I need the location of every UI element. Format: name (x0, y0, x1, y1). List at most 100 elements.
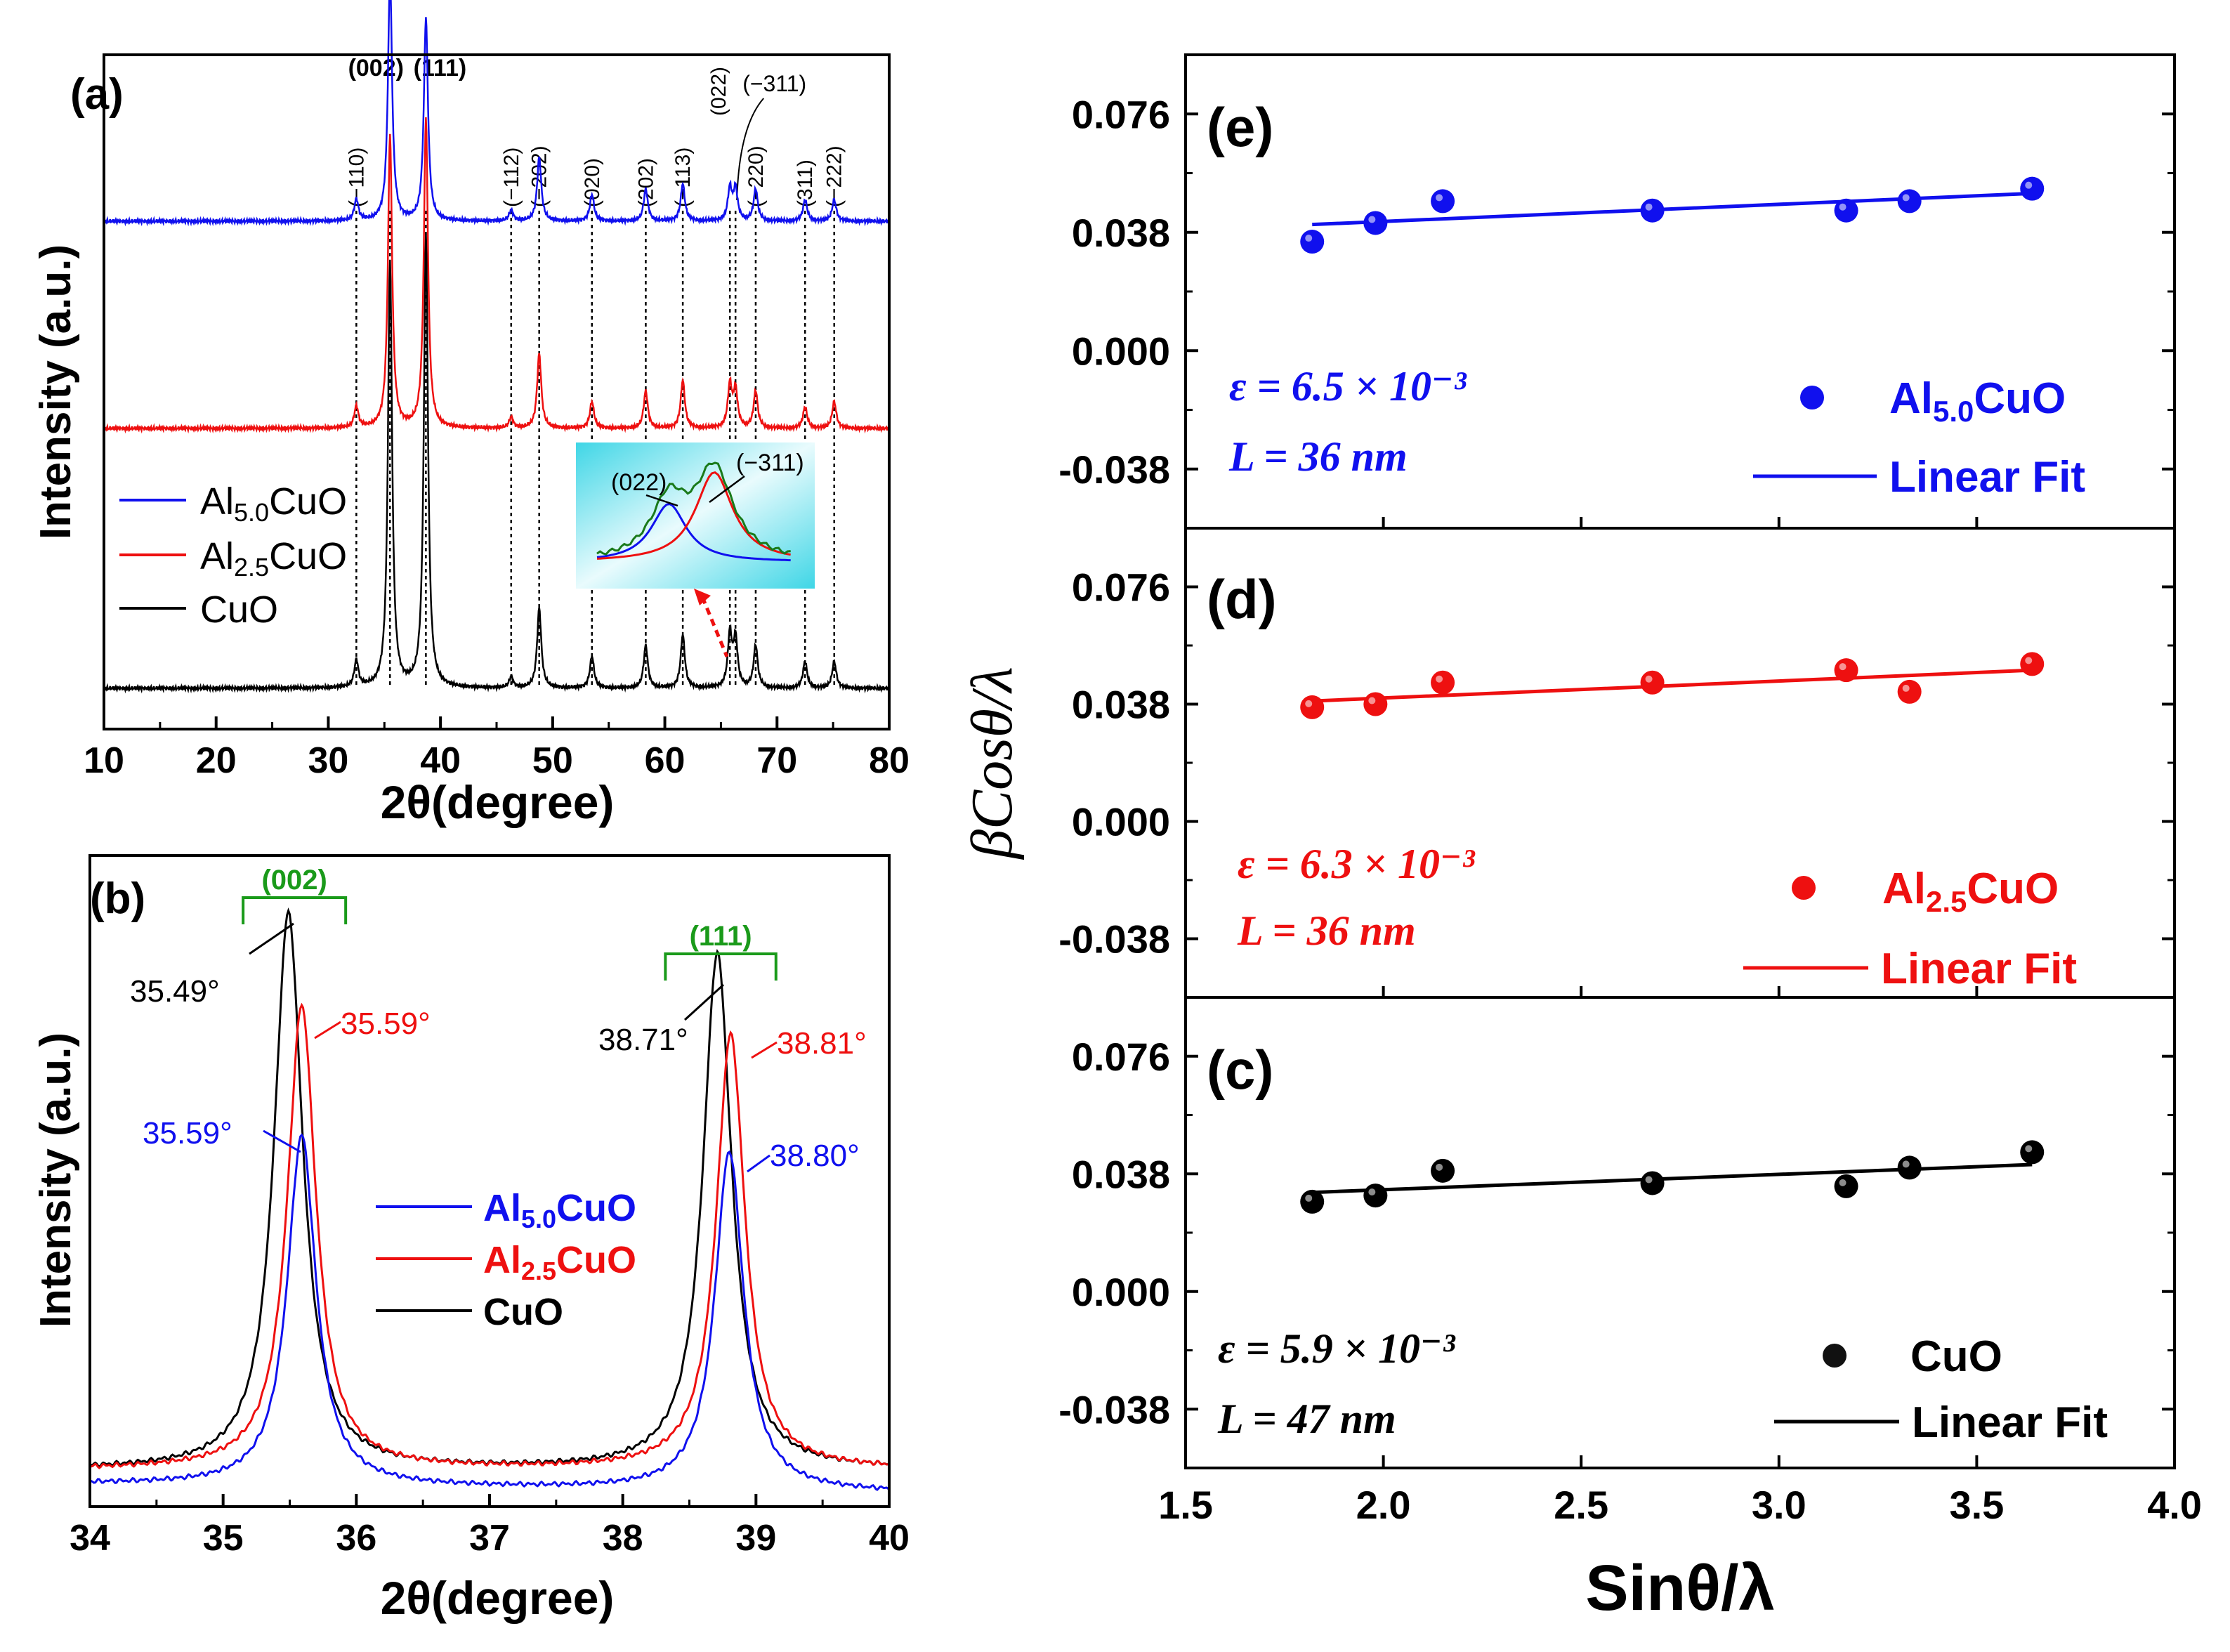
a-x-axis: 10 20 30 40 50 60 70 80 (84, 716, 910, 781)
b-x-axis: 34 35 36 37 38 39 40 (70, 1494, 910, 1559)
a-peak-label: (202) (634, 158, 657, 207)
right-x-axis-label: Sinθ/λ (1585, 1552, 1775, 1624)
b-annot-al50-111: 38.80° (770, 1139, 860, 1173)
data-point-e (1834, 198, 1858, 223)
y-tick-label-c: 0.000 (1072, 1270, 1170, 1314)
b-plot-content: (002) (111) (89, 865, 891, 1491)
d-epsilon: ε = 6.3 × 10⁻³ (1238, 841, 1476, 887)
c-legend-marker (1823, 1344, 1847, 1368)
b-annotations: 35.49° 35.59° 35.59° 38.71° 38.81° 38.80… (130, 922, 867, 1173)
b-panel-label: (b) (90, 874, 145, 923)
data-point-d (1363, 692, 1388, 716)
b-arrow-al50-111 (747, 1154, 770, 1173)
a-y-axis-label: Intensity (a.u.) (32, 244, 80, 539)
a-inset-arrow-022 (645, 494, 678, 507)
data-point-highlight-d (2025, 657, 2033, 664)
a-series-Al2.5CuO (103, 117, 891, 434)
a-peak-label: (−113) (671, 148, 695, 207)
b-x-tick-label: 37 (469, 1518, 510, 1559)
a-x-tick-label: 20 (196, 740, 237, 781)
right-x-axis: 1.5 2.0 2.5 3.0 3.5 4.0 (1158, 517, 2202, 1527)
y-tick-label-c: 0.038 (1072, 1152, 1170, 1196)
a-inset-pointer (700, 596, 729, 657)
data-point-highlight-c (1305, 1194, 1313, 1202)
right-plot-content: 0.076 0.038 0.000 -0.038 0.076 0.038 0.000 -0.0… (1058, 53, 2175, 1431)
a-x-tick-label: 80 (869, 740, 910, 781)
b-y-axis-label: Intensity (a.u.) (32, 1032, 80, 1328)
d-legend: Al2.5CuO Linear Fit (1743, 865, 2077, 993)
right-x-tick-label: 4.0 (2147, 1483, 2202, 1527)
e-legend-marker (1800, 386, 1824, 409)
b-arrow-al50-002 (263, 1129, 301, 1153)
b-x-tick-label: 34 (70, 1518, 110, 1559)
data-point-e (1640, 198, 1665, 223)
y-tick-label-d: 0.000 (1072, 800, 1170, 844)
a-x-tick-label: 40 (420, 740, 461, 781)
data-point-highlight-c (2025, 1145, 2033, 1153)
panel-a: (−110)(002) (111)(−112) (−202) (020) (202) (−… (32, 0, 910, 828)
c-legend-fit: Linear Fit (1912, 1398, 2108, 1447)
b-arrow-cuo-002 (249, 922, 294, 955)
b-annot-cuo-111: 38.71° (598, 1023, 688, 1057)
a-legend: Al5.0CuO Al2.5CuO CuO (119, 480, 347, 631)
a-panel-label: (a) (70, 70, 124, 119)
b-arrow-al25-002 (314, 1021, 341, 1040)
c-legend-sample: CuO (1910, 1332, 2002, 1381)
data-point-c (1363, 1184, 1388, 1208)
b-bracket (242, 896, 348, 924)
data-point-highlight-c (1645, 1176, 1653, 1184)
data-point-e (1897, 189, 1922, 214)
e-panel-label: (e) (1207, 96, 1273, 158)
data-point-d (1431, 670, 1455, 695)
panel-right: 0.076 0.038 0.000 -0.038 0.076 0.038 0.000 -0.0… (959, 53, 2202, 1624)
data-point-highlight-d (1645, 675, 1653, 683)
data-point-highlight-c (1436, 1163, 1443, 1171)
data-point-highlight-d (1368, 697, 1376, 704)
a-legend-al50: Al5.0CuO (200, 480, 347, 527)
a-inset-curve-311 (596, 471, 791, 560)
e-legend: Al5.0CuO Linear Fit (1753, 374, 2085, 501)
b-series-Al2.5CuO (89, 1002, 891, 1469)
b-x-tick-label: 36 (336, 1518, 376, 1559)
fit-line-e (1312, 191, 2033, 227)
data-point-highlight-d (1902, 684, 1910, 692)
data-point-highlight-e (1645, 203, 1653, 211)
a-peak-label: (−112) (500, 148, 523, 207)
a-inset-label-311: (−311) (736, 450, 804, 476)
a-x-tick-label: 30 (308, 740, 349, 781)
b-legend: Al5.0CuO Al2.5CuO CuO (376, 1187, 636, 1333)
a-x-tick-label: 70 (756, 740, 797, 781)
b-annot-al25-111: 38.81° (777, 1026, 867, 1061)
b-legend-al25: Al2.5CuO (483, 1239, 636, 1285)
panel-b: (002) (111) 34 35 36 37 38 39 40 (b) 2θ(degree)… (32, 854, 910, 1624)
a-peak-label: (311) (794, 159, 817, 207)
a-peak-label: (111) (414, 55, 467, 81)
data-point-d (2020, 652, 2045, 676)
a-series-Al5.0CuO (103, 0, 891, 227)
data-point-highlight-c (1902, 1160, 1910, 1168)
b-x-axis-label: 2θ(degree) (381, 1572, 615, 1624)
y-tick-label-e: -0.038 (1058, 447, 1170, 492)
fit-line-d (1312, 668, 2033, 703)
data-point-c (1897, 1155, 1922, 1180)
fit-line-c (1312, 1162, 2033, 1195)
a-legend-cuo: CuO (200, 589, 278, 631)
data-point-d (1834, 658, 1858, 683)
y-tick-label-d: 0.076 (1072, 565, 1170, 610)
a-peak-pointer (736, 98, 764, 201)
data-point-d (1640, 670, 1665, 695)
y-tick-label-c: -0.038 (1058, 1387, 1170, 1431)
right-y-axis-label: βCosθ/λ (959, 667, 1025, 860)
b-arrow-cuo-111 (683, 983, 725, 1021)
data-point-highlight-e (1902, 194, 1910, 202)
y-tick-label-c: 0.076 (1072, 1035, 1170, 1079)
c-panel-label: (c) (1207, 1039, 1273, 1101)
a-x-axis-label: 2θ(degree) (381, 776, 615, 828)
d-grain-size: L = 36 nm (1237, 907, 1416, 954)
data-point-highlight-d (1305, 700, 1313, 707)
d-legend-sample: Al2.5CuO (1882, 865, 2059, 918)
a-peak-label: (022) (707, 67, 730, 116)
a-x-tick-label: 10 (84, 740, 124, 781)
data-point-c (1431, 1158, 1455, 1183)
